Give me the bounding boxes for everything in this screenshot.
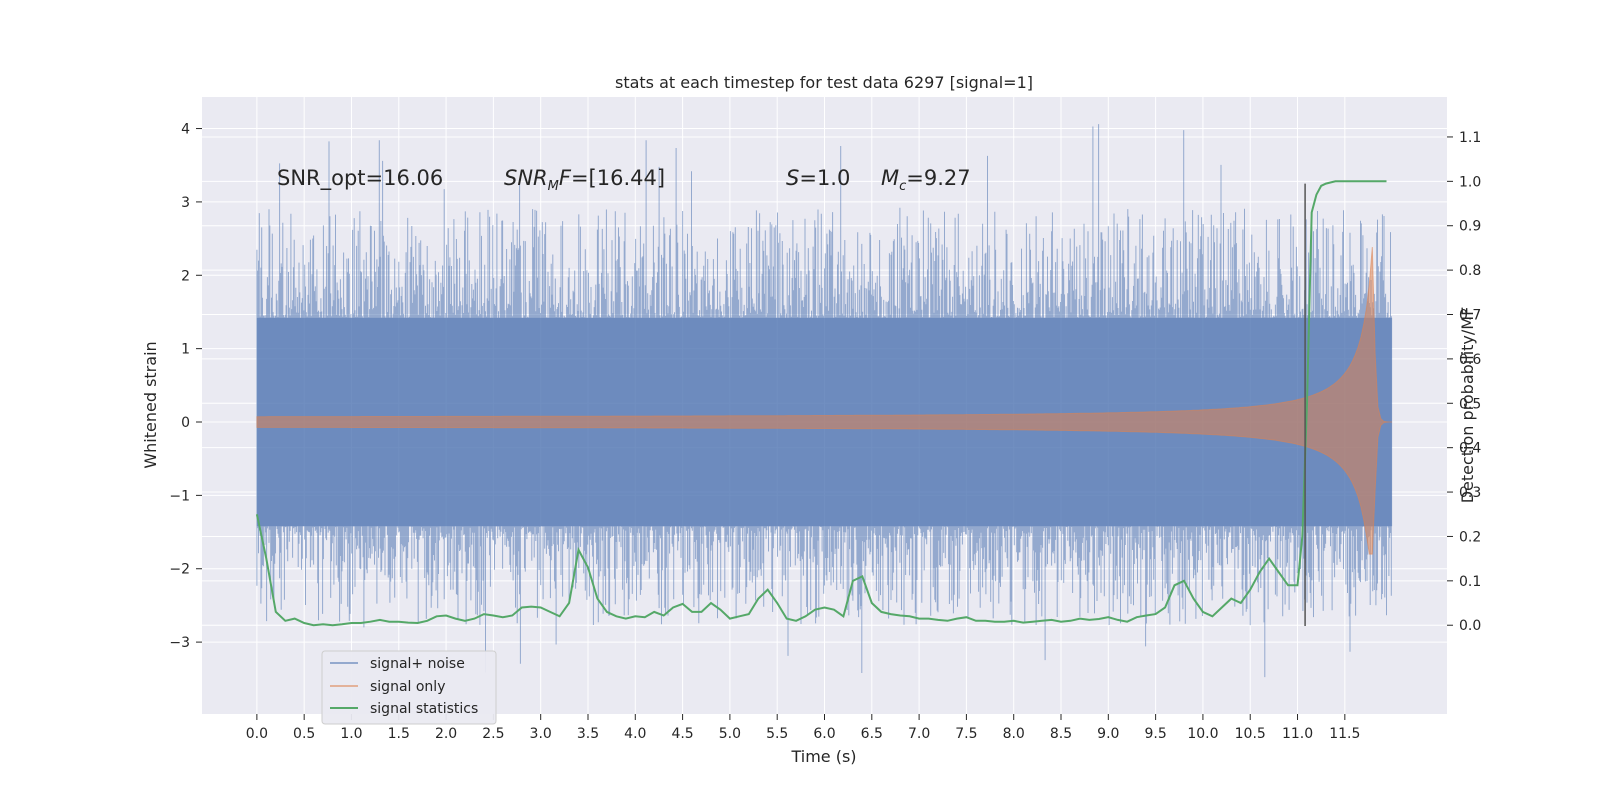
y-right-tick-label: 0.2: [1459, 529, 1481, 545]
mc-annotation: Mc=9.27: [881, 166, 971, 194]
y-tick-label: 1: [181, 342, 190, 358]
x-tick-label: 1.0: [340, 726, 362, 742]
x-tick-label: 5.5: [766, 726, 788, 742]
annotations: SNR_opt=16.06 SNRMF=[16.44] S=1.0 Mc=9.2…: [277, 166, 971, 194]
mc-variable: M: [881, 166, 899, 190]
y-right-tick-label: 1.0: [1459, 174, 1481, 190]
y-axis-right: 1.1 1.0 0.9 0.8 0.7 0.6 0.5 0.4 0.3 0.2 0.1 0.0: [1447, 130, 1481, 634]
x-tick-label: 6.0: [813, 726, 835, 742]
x-tick-label: 3.5: [577, 726, 599, 742]
legend: signal+ noise signal only signal statist…: [321, 650, 497, 725]
y-tick-label: 4: [181, 122, 190, 138]
x-tick-label: 11.0: [1282, 726, 1313, 742]
y-right-tick-label: 0.8: [1459, 263, 1481, 279]
x-axis: 0.0 0.5 1.0 1.5 2.0 2.5 3.0 3.5 4.0 4.5 5.0 5.5 6.0 6…: [246, 714, 1360, 742]
statistics-line: [255, 180, 1387, 627]
x-axis-title: Time (s): [790, 747, 856, 766]
legend-label-noise: signal+ noise: [370, 656, 465, 672]
x-tick-label: 1.5: [388, 726, 410, 742]
y-tick-label: 3: [181, 195, 190, 211]
x-tick-label: 3.0: [530, 726, 552, 742]
y-right-tick-label: 0.0: [1459, 618, 1481, 634]
x-tick-label: 9.0: [1097, 726, 1119, 742]
x-tick-label: 9.5: [1144, 726, 1166, 742]
y-right-tick-label: 0.4: [1459, 441, 1481, 457]
y-axis-right-title: Detection probability/MF: [1458, 307, 1477, 504]
x-tick-label: 2.0: [435, 726, 457, 742]
legend-box: [321, 650, 497, 725]
y-right-tick-label: 0.9: [1459, 219, 1481, 235]
x-tick-label: 6.5: [861, 726, 883, 742]
mc-subscript: c: [899, 179, 906, 194]
x-tick-label: 4.5: [671, 726, 693, 742]
x-tick-label: 0.5: [293, 726, 315, 742]
snr-mf-value: =[16.44]: [571, 166, 665, 190]
snr-mf-annotation: SNRMF=[16.44]: [504, 166, 665, 194]
y-tick-label: −2: [169, 562, 190, 578]
y-tick-label: 2: [181, 268, 190, 284]
y-tick-label: 0: [181, 415, 190, 431]
x-tick-label: 8.5: [1050, 726, 1072, 742]
chirp-envelope: [256, 246, 1393, 555]
y-tick-label: −1: [169, 488, 190, 504]
x-tick-label: 5.0: [719, 726, 741, 742]
x-tick-label: 11.5: [1329, 726, 1360, 742]
s-value: =1.0: [799, 166, 850, 190]
x-tick-label: 7.0: [908, 726, 930, 742]
y-right-tick-label: 0.3: [1459, 485, 1481, 501]
y-right-tick-label: 0.1: [1459, 574, 1481, 590]
y-axis-title: Whitened strain: [141, 341, 160, 468]
y-right-tick-label: 1.1: [1459, 130, 1481, 146]
y-tick-label: −3: [169, 635, 190, 651]
snr-mf-main: SNR: [504, 166, 548, 190]
x-tick-label: 10.0: [1187, 726, 1218, 742]
signal-statistics-series: [255, 180, 1387, 627]
chart-title: stats at each timestep for test data 629…: [615, 73, 1033, 92]
y-right-tick-label: 0.5: [1459, 396, 1481, 412]
x-tick-label: 2.5: [482, 726, 504, 742]
x-tick-label: 8.0: [1003, 726, 1025, 742]
x-tick-label: 0.0: [246, 726, 268, 742]
x-tick-label: 7.5: [955, 726, 977, 742]
s-annotation: S=1.0: [786, 166, 850, 190]
snr-mf-subscript: M: [548, 179, 559, 194]
x-tick-label: 10.5: [1235, 726, 1266, 742]
legend-label-statistics: signal statistics: [370, 701, 478, 717]
y-axis-left: 4 3 2 1 0 −1 −2 −3: [169, 122, 202, 651]
y-right-tick-label: 0.7: [1459, 308, 1481, 324]
s-variable: S: [786, 166, 799, 190]
mc-value: =9.27: [906, 166, 970, 190]
legend-label-signal: signal only: [370, 679, 445, 695]
signal-only-series: [256, 246, 1393, 555]
snr-mf-value-italic: F: [559, 166, 572, 190]
y-right-tick-label: 0.6: [1459, 352, 1481, 368]
x-tick-label: 4.0: [624, 726, 646, 742]
snr-opt-annotation: SNR_opt=16.06: [277, 166, 443, 191]
